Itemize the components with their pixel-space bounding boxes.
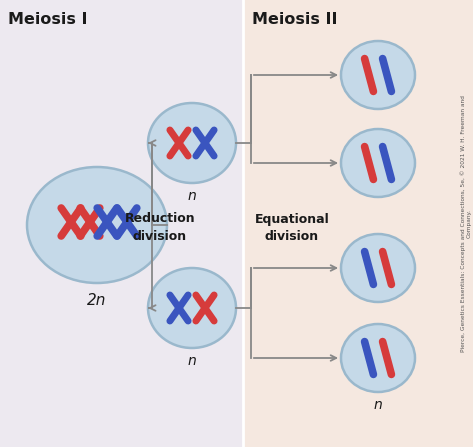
Text: Meiosis II: Meiosis II — [252, 12, 338, 27]
Ellipse shape — [341, 41, 415, 109]
Ellipse shape — [341, 234, 415, 302]
Ellipse shape — [27, 167, 167, 283]
Text: Reduction
division: Reduction division — [125, 212, 195, 244]
Ellipse shape — [148, 268, 236, 348]
Text: Meiosis I: Meiosis I — [8, 12, 88, 27]
Text: n: n — [188, 354, 196, 368]
Text: n: n — [374, 398, 382, 412]
Text: Equational
division: Equational division — [254, 212, 329, 244]
Text: Pierce, Genetics Essentials: Concepts and Connections, 5e, © 2021 W. H. Freeman : Pierce, Genetics Essentials: Concepts an… — [460, 96, 472, 352]
Ellipse shape — [341, 324, 415, 392]
Bar — [0, 0, 243, 447]
Bar — [243, 0, 473, 447]
Text: n: n — [188, 189, 196, 203]
Ellipse shape — [341, 129, 415, 197]
Ellipse shape — [148, 103, 236, 183]
Text: 2n: 2n — [88, 293, 107, 308]
